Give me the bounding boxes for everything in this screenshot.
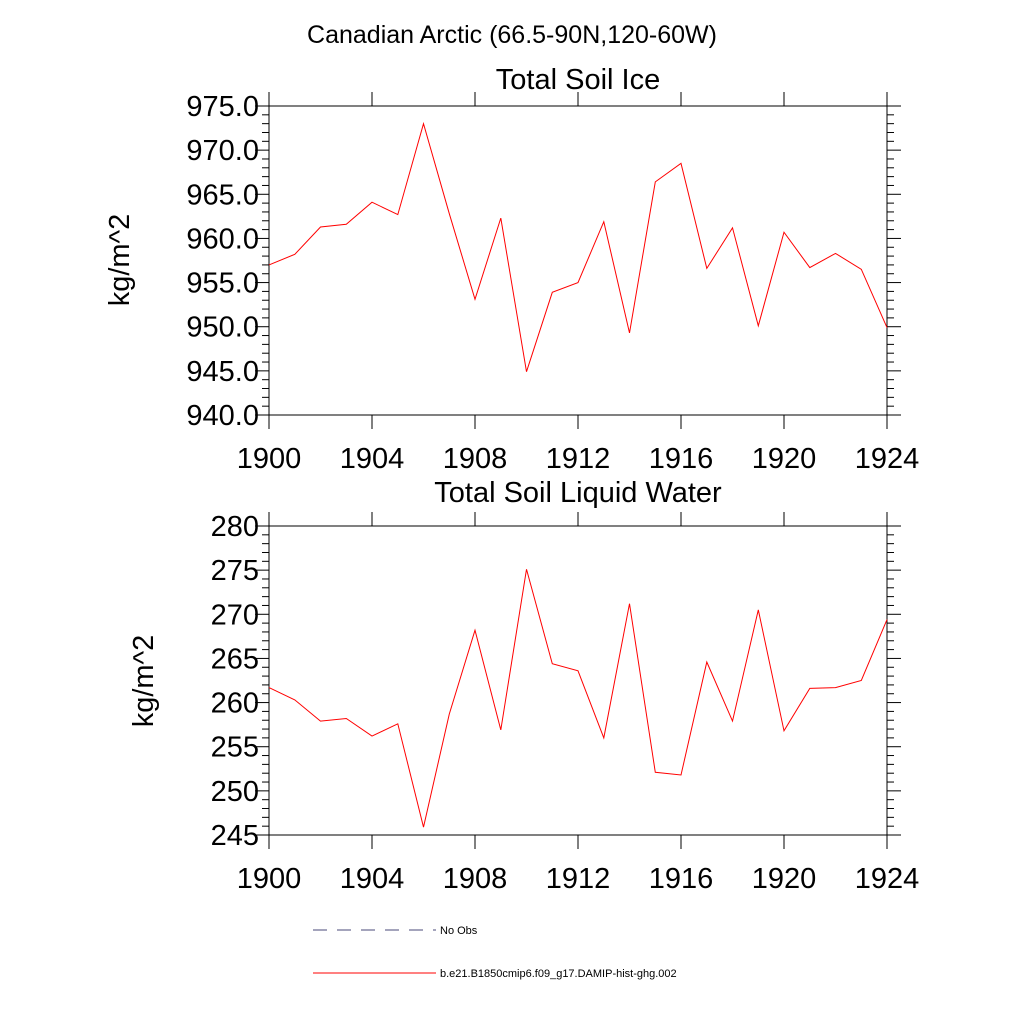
x-tick-label: 1908: [443, 863, 508, 895]
y-tick-label: 975.0: [186, 91, 259, 123]
plot-frame: [268, 525, 888, 836]
y-tick-label: 970.0: [186, 135, 259, 167]
y-tick-label: 960.0: [186, 223, 259, 255]
y-tick-label: 275: [211, 555, 259, 587]
y-tick-label: 950.0: [186, 312, 259, 344]
x-tick-label: 1924: [855, 443, 920, 475]
y-tick-label: 260: [211, 688, 259, 720]
x-tick-label: 1912: [546, 863, 611, 895]
series-line: [268, 121, 888, 372]
x-tick-label: 1912: [546, 443, 611, 475]
x-tick-label: 1916: [649, 863, 714, 895]
x-tick-label: 1900: [237, 863, 302, 895]
y-tick-label: 940.0: [186, 400, 259, 432]
y-tick-label: 965.0: [186, 179, 259, 211]
y-axis-label: kg/m^2: [104, 214, 136, 307]
panel-title: Total Soil Liquid Water: [434, 477, 722, 509]
panel-soil-liquid-water: Total Soil Liquid Water kg/m^2 1900 1904 1…: [128, 477, 919, 895]
series-line: [268, 569, 888, 828]
y-tick-label: 255: [211, 732, 259, 764]
y-tick-label: 250: [211, 776, 259, 808]
x-tick-label: 1904: [340, 863, 405, 895]
x-tick-label: 1916: [649, 443, 714, 475]
panel-title: Total Soil Ice: [496, 64, 660, 96]
y-tick-label: 270: [211, 599, 259, 631]
plot-frame: [268, 105, 888, 416]
y-tick-label: 955.0: [186, 268, 259, 300]
y-tick-label: 265: [211, 643, 259, 675]
legend: No Obs b.e21.B1850cmip6.f09_g17.DAMIP-hi…: [313, 925, 677, 980]
x-tick-label: 1920: [752, 443, 817, 475]
legend-label-model: b.e21.B1850cmip6.f09_g17.DAMIP-hist-ghg.…: [440, 968, 677, 980]
x-tick-label: 1904: [340, 443, 405, 475]
x-tick-label: 1924: [855, 863, 920, 895]
x-tick-label: 1908: [443, 443, 508, 475]
panel-soil-ice: Total Soil Ice kg/m^2 1900 1904 1908 1912 19…: [104, 64, 919, 475]
legend-label-obs: No Obs: [440, 925, 478, 937]
x-tick-label: 1900: [237, 443, 302, 475]
y-axis-label: kg/m^2: [128, 635, 160, 728]
x-tick-label: 1920: [752, 863, 817, 895]
y-tick-label: 945.0: [186, 356, 259, 388]
y-tick-label: 245: [211, 820, 259, 852]
figure-suptitle: Canadian Arctic (66.5-90N,120-60W): [307, 21, 717, 49]
y-tick-label: 280: [211, 511, 259, 543]
